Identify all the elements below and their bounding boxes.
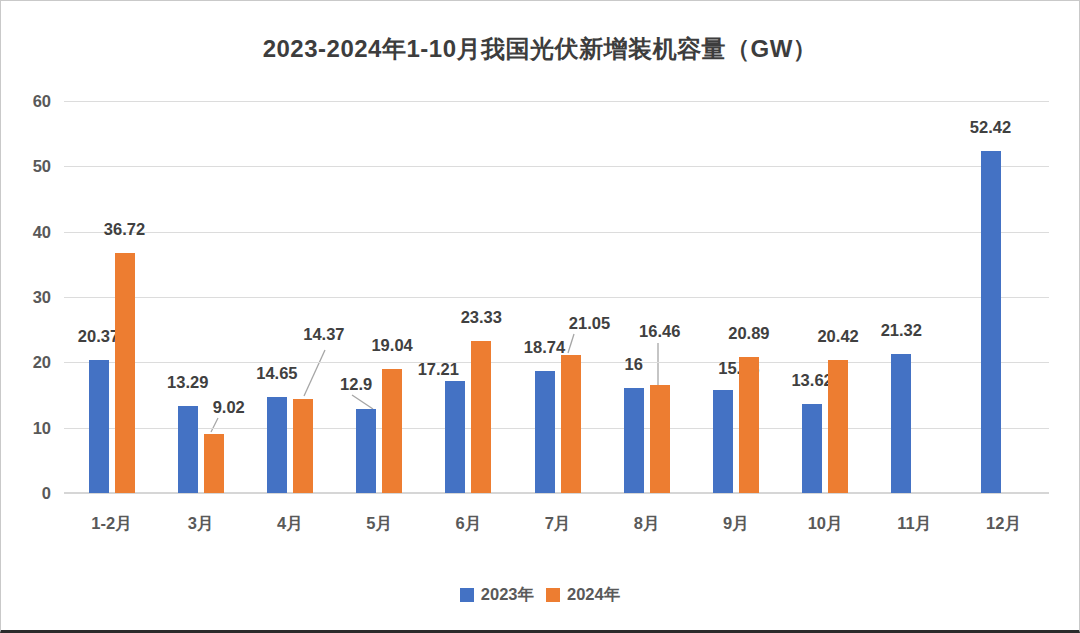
gridline	[64, 166, 1049, 167]
bar-value-label: 19.04	[371, 336, 412, 354]
gridline	[64, 297, 1049, 298]
bar-2024-c5	[561, 355, 581, 493]
bar-value-label: 14.65	[256, 364, 297, 382]
y-axis-tick-label: 60	[1, 91, 51, 111]
x-axis-category-label: 5月	[366, 513, 392, 535]
leader-lines-layer	[1, 1, 1080, 633]
bar-value-label: 17.21	[418, 360, 459, 378]
legend-item-2024: 2024年	[546, 584, 620, 606]
y-axis-tick-label: 40	[1, 222, 51, 242]
legend-swatch-2024	[546, 588, 560, 602]
chart-figure: 2023-2024年1-10月我国光伏新增装机容量（GW） 2023年 2024…	[0, 0, 1080, 633]
y-axis-tick-label: 30	[1, 287, 51, 307]
bar-2023-c1	[178, 406, 198, 493]
x-axis-category-label: 9月	[723, 513, 749, 535]
bar-value-label: 13.29	[167, 373, 208, 391]
y-axis-tick-label: 10	[1, 418, 51, 438]
bar-value-label: 20.42	[817, 327, 858, 345]
x-axis-category-label: 10月	[808, 513, 843, 535]
bar-value-label: 23.33	[461, 308, 502, 326]
legend-swatch-2023	[460, 588, 474, 602]
x-axis-category-label: 8月	[634, 513, 660, 535]
x-axis-category-label: 6月	[455, 513, 481, 535]
y-axis-tick-label: 50	[1, 156, 51, 176]
bar-2023-c7	[713, 390, 733, 493]
bar-2023-c4	[445, 381, 465, 493]
legend-item-2023: 2023年	[460, 584, 534, 606]
legend-label-2024: 2024年	[567, 584, 620, 606]
label-leader-line	[211, 418, 218, 432]
gridline	[64, 232, 1049, 233]
legend-label-2023: 2023年	[481, 584, 534, 606]
bar-value-label: 52.42	[970, 118, 1011, 136]
label-leader-line	[304, 350, 325, 396]
bar-value-label: 9.02	[213, 398, 245, 416]
bar-2024-c8	[828, 360, 848, 493]
x-axis-category-label: 4月	[277, 513, 303, 535]
bar-value-label: 16	[625, 355, 643, 373]
bar-2024-c2	[293, 399, 313, 493]
bar-2023-c9	[891, 354, 911, 493]
gridline	[64, 101, 1049, 102]
bar-value-label: 36.72	[104, 220, 145, 238]
bar-2024-c3	[382, 369, 402, 493]
bar-2023-c3	[356, 409, 376, 493]
bar-2024-c1	[204, 434, 224, 493]
label-leader-line	[568, 334, 574, 353]
bar-value-label: 21.05	[569, 314, 610, 332]
bar-value-label: 18.74	[524, 338, 565, 356]
legend: 2023年 2024年	[1, 584, 1079, 606]
x-axis-category-label: 7月	[545, 513, 571, 535]
bar-2023-c2	[267, 397, 287, 493]
bar-value-label: 14.37	[303, 325, 344, 343]
x-axis-category-label: 11月	[897, 513, 931, 535]
bar-2024-c7	[739, 357, 759, 493]
x-axis-category-label: 3月	[188, 513, 214, 535]
bar-2023-c6	[624, 388, 644, 493]
bar-value-label: 20.89	[728, 324, 769, 342]
bar-2023-c0	[89, 360, 109, 493]
bar-2024-c0	[115, 253, 135, 493]
bar-2024-c6	[650, 385, 670, 493]
label-leader-line	[352, 395, 373, 409]
y-axis-tick-label: 20	[1, 352, 51, 372]
y-axis-tick-label: 0	[1, 483, 51, 503]
bar-value-label: 12.9	[340, 375, 372, 393]
x-axis-category-label: 1-2月	[91, 513, 131, 535]
bar-value-label: 20.37	[78, 327, 119, 345]
bar-value-label: 13.62	[791, 371, 832, 389]
chart-title: 2023-2024年1-10月我国光伏新增装机容量（GW）	[1, 33, 1079, 65]
x-axis-category-label: 12月	[986, 513, 1021, 535]
bar-2024-c4	[471, 341, 491, 493]
bar-value-label: 16.46	[639, 322, 680, 340]
bar-2023-c10	[981, 151, 1001, 493]
bar-value-label: 21.32	[881, 321, 922, 339]
bar-2023-c8	[802, 404, 822, 493]
bar-2023-c5	[535, 371, 555, 493]
